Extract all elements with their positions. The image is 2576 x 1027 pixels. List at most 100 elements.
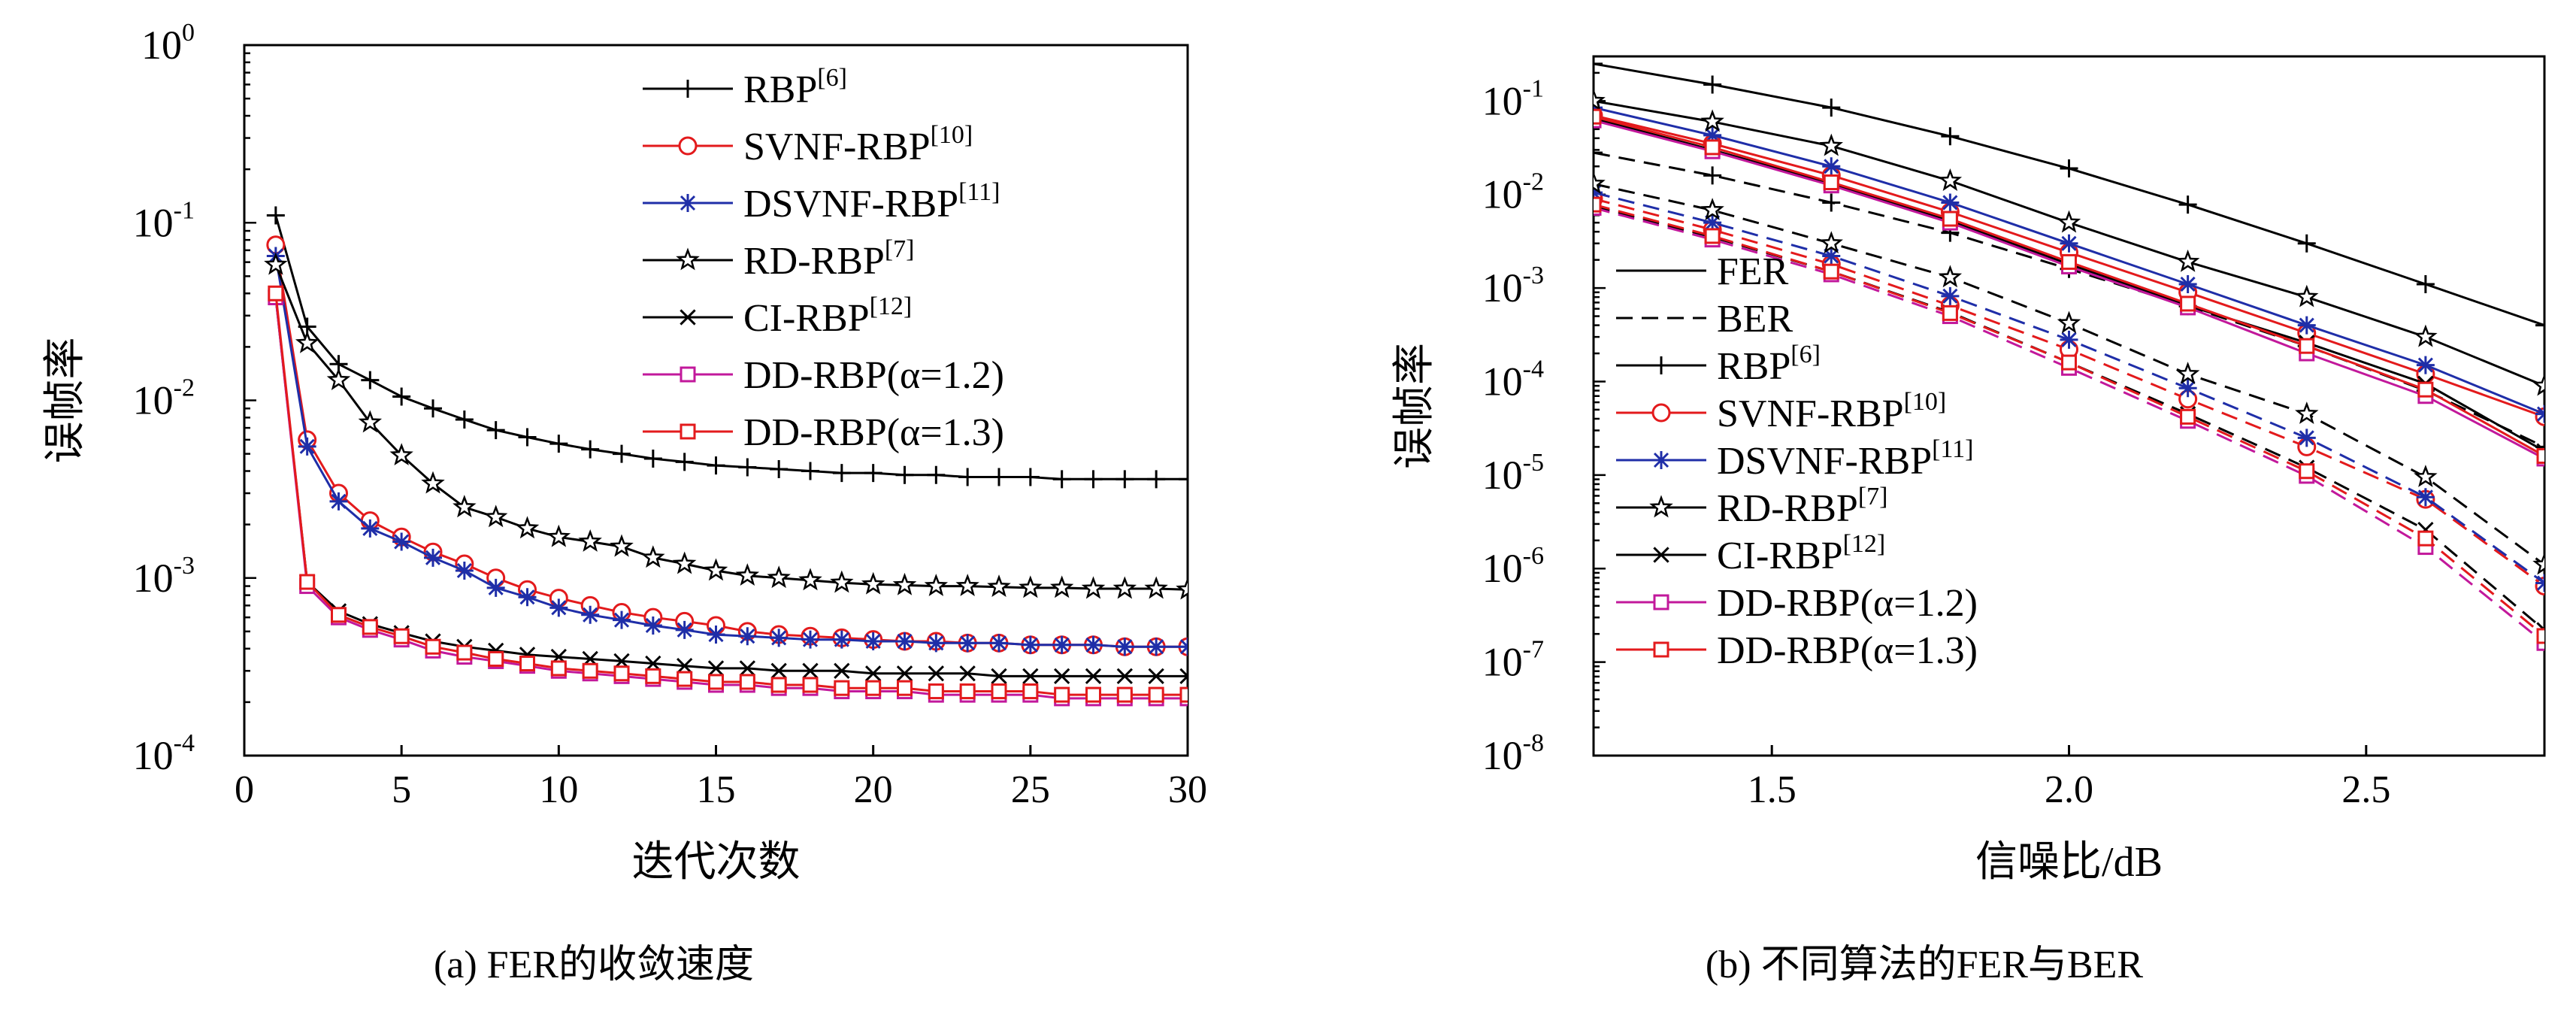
series-rbp-point <box>895 465 914 484</box>
legend-marker <box>680 366 696 383</box>
series-rd-rbp-point <box>610 534 634 557</box>
series-rbp-point <box>424 399 442 418</box>
y-tick-label: 10-1 <box>1482 74 1544 123</box>
legend-label: DSVNF-RBP[11] <box>1717 435 1974 483</box>
series-dd-rbp-1-3-point <box>928 683 944 700</box>
y-tick-label: 10-3 <box>1482 262 1544 311</box>
x-tick-label: 5 <box>392 768 411 811</box>
y-tick-label: 10-3 <box>133 552 195 601</box>
series-rd-rbp-point <box>1176 577 1188 600</box>
series-dsvnf-rbp-fer-point <box>2060 234 2078 253</box>
series-dd-rbp-1-3-point <box>991 683 1007 700</box>
series-dsvnf-rbp-ber-point <box>2060 330 2078 349</box>
series-rd-rbp-point <box>830 570 854 593</box>
series-dsvnf-rbp-point <box>1084 635 1103 654</box>
series-rd-rbp-ber-point <box>1594 171 1606 194</box>
series-rbp-point <box>707 456 725 475</box>
legend-label: RBP[6] <box>1717 341 1821 388</box>
y-axis-label: 误帧率 <box>1391 343 1438 469</box>
series-rd-rbp-point <box>672 551 697 574</box>
series-dsvnf-rbp-point <box>424 548 442 567</box>
series-rbp-point <box>486 421 505 440</box>
series-ci-rbp-line <box>274 297 1188 677</box>
series-ci-rbp-point <box>1085 668 1102 685</box>
series-dd-rbp-1-3-fer-point <box>2536 447 2544 464</box>
series-rd-rbp-ber-point <box>1819 231 1843 254</box>
series-dd-rbp-1-3-point <box>456 644 473 661</box>
series-rd-rbp-point <box>704 558 728 581</box>
series-rbp-point <box>643 449 662 468</box>
series-dsvnf-rbp-fer-point <box>1822 157 1841 176</box>
series-dsvnf-rbp-ber-point <box>2535 574 2544 592</box>
series-dsvnf-rbp-point <box>643 616 662 635</box>
series-dsvnf-rbp-point <box>770 629 789 647</box>
series-dd-rbp-1-3-point <box>331 607 347 623</box>
x-tick-label: 20 <box>854 768 893 811</box>
series-rd-rbp-point <box>546 524 571 547</box>
series-rbp-fer-point <box>2178 195 2197 214</box>
series-dd-rbp-1-3-fer-point <box>1594 108 1602 125</box>
series-dsvnf-rbp-fer-point <box>1941 193 1960 212</box>
series-rd-rbp-point <box>453 495 477 518</box>
series-dsvnf-rbp-point <box>518 588 537 607</box>
series-rd-rbp-point <box>955 574 979 596</box>
series-ci-rbp-point <box>677 657 693 674</box>
series-svnf-rbp-line <box>274 244 1188 648</box>
legend-label: DD-RBP(α=1.2) <box>743 354 1004 397</box>
chart-b-caption: (b) 不同算法的FER与BER <box>1705 944 2144 986</box>
series-rd-rbp-point <box>924 574 949 596</box>
series-dd-rbp-1-3-point <box>1054 686 1070 703</box>
series-rd-rbp-point <box>421 471 445 494</box>
x-tick-label: 10 <box>539 768 578 811</box>
series-dd-rbp-1-3-point <box>1022 683 1039 700</box>
series-dsvnf-rbp-fer-point <box>2535 404 2544 423</box>
y-tick-label: 10-2 <box>133 374 195 423</box>
legend-label: DD-RBP(α=1.3) <box>1717 629 1978 672</box>
series-dd-rbp-1-3-point <box>425 638 441 655</box>
series-rd-rbp-point <box>1144 576 1168 599</box>
legend-marker <box>1651 403 1671 423</box>
series-rd-rbp-ber-point <box>2532 552 2544 575</box>
series-ci-rbp-point <box>1179 668 1188 685</box>
series-dsvnf-rbp-ber-point <box>1703 214 1722 232</box>
series-dsvnf-rbp-ber-point <box>1941 286 1960 305</box>
legend-marker <box>678 136 698 156</box>
series-dd-rbp-1-3-fer-point <box>2061 253 2077 270</box>
series-rbp-point <box>738 458 757 477</box>
series-ci-rbp-point <box>959 665 976 682</box>
series-dd-rbp-1-3-point <box>802 677 819 693</box>
x-tick-label: 15 <box>697 768 736 811</box>
series-rbp-point <box>958 468 977 486</box>
series-rd-rbp-ber-point <box>2175 362 2200 385</box>
series-rbp-point <box>927 465 946 484</box>
series-ci-rbp-point <box>707 660 725 677</box>
legend-marker <box>1653 594 1669 610</box>
series-ci-rbp-point <box>928 665 944 682</box>
series-dsvnf-rbp-point <box>832 630 851 649</box>
x-axis-label: 迭代次数 <box>632 839 801 886</box>
series-dsvnf-rbp-point <box>1052 635 1071 654</box>
series-dsvnf-rbp-point <box>392 532 411 551</box>
series-rbp-line <box>274 215 1188 480</box>
series-dd-rbp-1-3-ber-point <box>2417 530 2434 547</box>
legend-label: FER <box>1717 250 1789 293</box>
legend-label: DD-RBP(α=1.2) <box>1717 582 1978 625</box>
series-ci-rbp-point <box>834 662 850 679</box>
series-rd-rbp-point <box>892 572 917 595</box>
y-tick-label: 10-1 <box>133 196 195 245</box>
series-rd-rbp-point <box>735 563 760 586</box>
series-rd-rbp-point <box>1081 576 1106 599</box>
legend-label: RBP[6] <box>743 64 847 111</box>
chart-a-caption: (a) FER的收敛速度 <box>433 944 755 986</box>
series-dd-rbp-1-3-point <box>393 628 410 644</box>
series-rd-rbp-point <box>798 568 822 591</box>
legend-label: BER <box>1717 298 1793 341</box>
series-rbp-ber-point <box>1594 144 1603 162</box>
series-dd-rbp-1-3-fer-point <box>2417 381 2434 398</box>
series-dsvnf-rbp-point <box>801 630 819 649</box>
series-rd-rbp-point <box>483 504 508 528</box>
series-dd-rbp-1-3-fer-point <box>1942 211 1958 227</box>
series-rbp-point <box>1084 470 1103 489</box>
x-tick-label: 25 <box>1011 768 1050 811</box>
series-rbp-fer-point <box>2535 316 2544 335</box>
